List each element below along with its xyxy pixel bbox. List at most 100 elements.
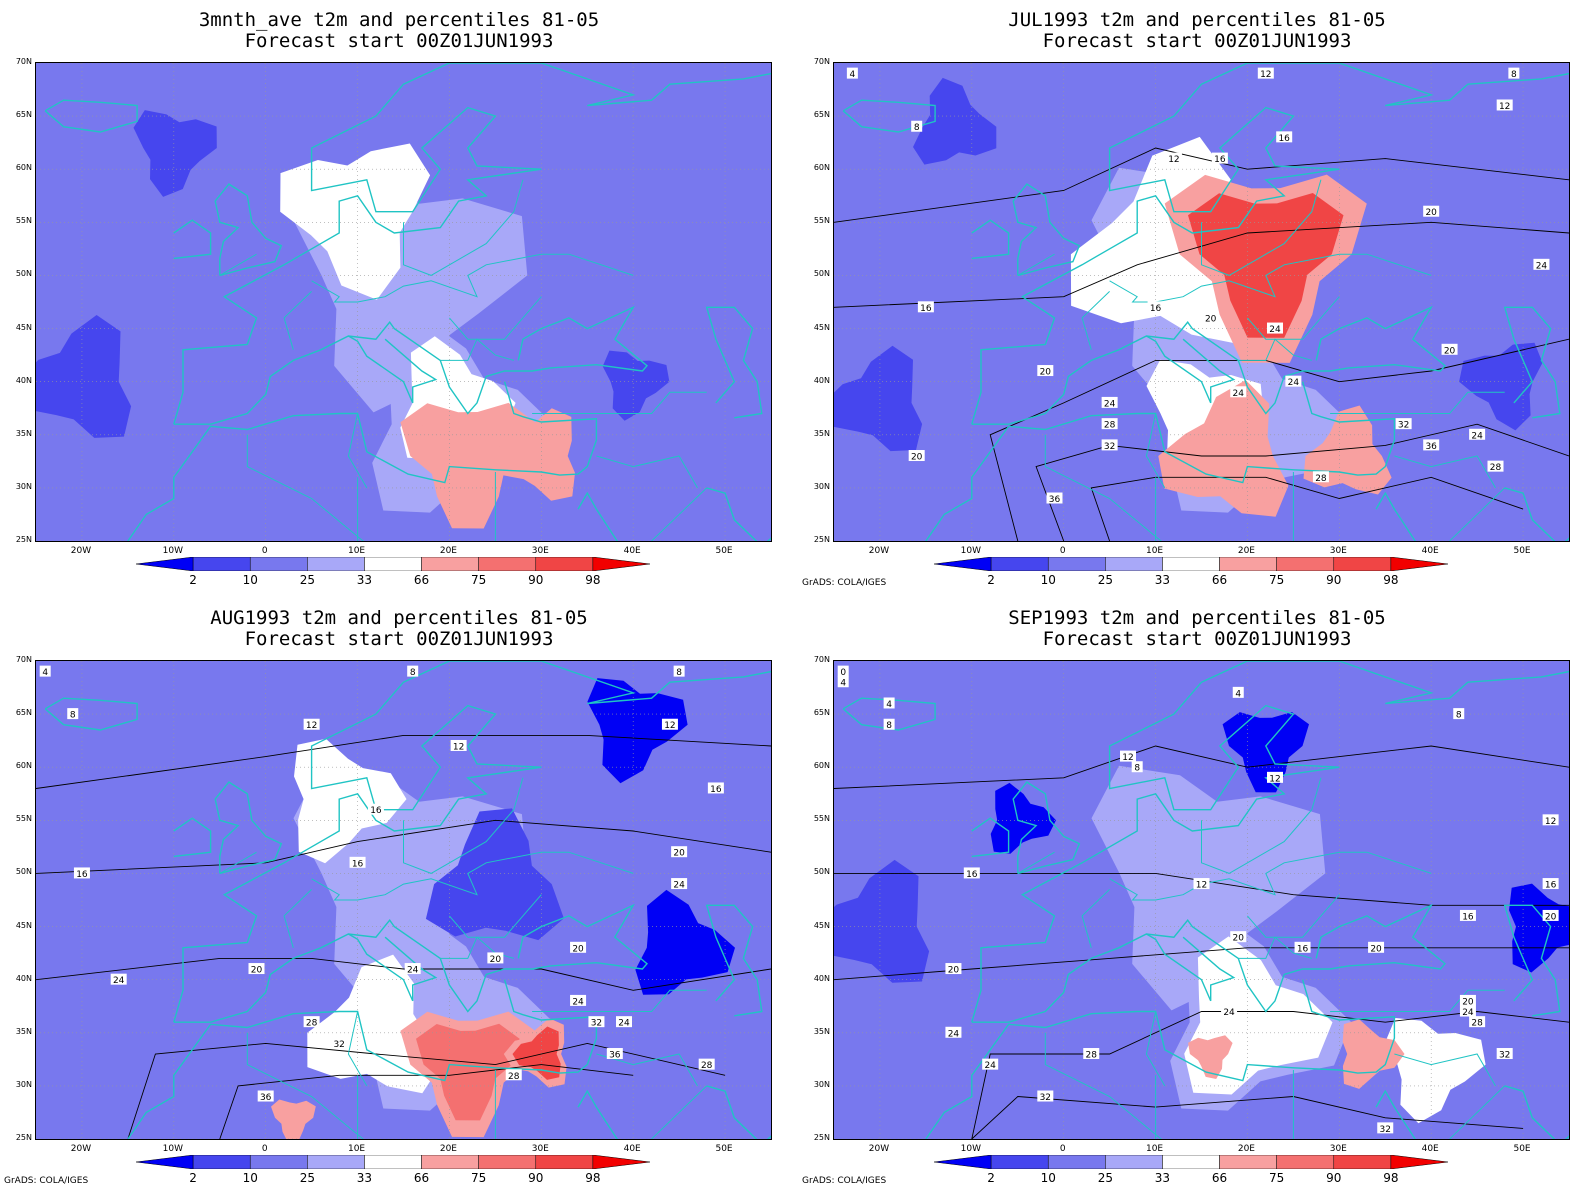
grads-credit: GrADS: COLA/IGES: [802, 1176, 887, 1186]
percentile-map: 4 8 12 8 12 16 12 16 20 24 16 16 20 24 20 20 24 24 24 28 32 3…: [834, 63, 1569, 541]
coastline: [925, 381, 1396, 541]
lat-tick-label: 70N: [15, 57, 32, 66]
contour-label: 12: [1120, 750, 1136, 763]
country-border: [219, 253, 257, 276]
colorbar-label: 90: [528, 1171, 544, 1185]
colorbar-label: 90: [1326, 1171, 1342, 1185]
contour-label: 20: [1368, 941, 1385, 954]
country-border: [1081, 889, 1110, 948]
lat-tick-label: 60N: [813, 163, 830, 173]
isotherm-line: [834, 147, 1569, 223]
svg-text:4: 4: [840, 679, 846, 689]
lat-tick-label: 55N: [813, 216, 830, 226]
coastline: [971, 63, 1569, 425]
country-border: [1247, 894, 1340, 938]
country-border: [311, 253, 634, 303]
svg-text:24: 24: [618, 1019, 630, 1029]
coastline: [44, 697, 138, 731]
svg-text:16: 16: [710, 785, 722, 795]
isotherm-line: [36, 957, 771, 991]
coastline: [1375, 1089, 1416, 1139]
lon-tick-label: 10W: [162, 1144, 183, 1154]
coastline: [971, 817, 1010, 858]
colorbar-label: 25: [1097, 1171, 1113, 1185]
coastline: [971, 661, 1569, 1023]
map-area: [35, 62, 772, 542]
svg-text:28: 28: [1104, 421, 1116, 431]
lon-tick-label: 40E: [623, 1144, 641, 1154]
contour-label: 12: [303, 718, 320, 731]
panel-jul1993: JUL1993 t2m and percentiles 81-05 Foreca…: [798, 0, 1596, 598]
field-cold: [36, 315, 132, 438]
lat-tick-label: 60N: [813, 761, 830, 771]
country-border: [1247, 296, 1340, 340]
colorbar-label: 10: [242, 1171, 258, 1185]
field-normal: [294, 738, 407, 864]
contour-label: 20: [908, 450, 925, 463]
lon-tick-label: 10E: [1145, 1144, 1164, 1154]
coastline: [1012, 781, 1081, 875]
contour-label: 16: [1211, 152, 1228, 165]
colorbar-label: 25: [1097, 573, 1113, 587]
svg-text:12: 12: [1545, 817, 1556, 827]
colorbar-label: 2: [189, 1171, 197, 1185]
lon-tick-label: 50E: [1513, 1144, 1531, 1154]
lon-tick-label: 30E: [1329, 546, 1347, 556]
coastline: [127, 979, 598, 1139]
panel-3mnth-ave: 3mnth_ave t2m and percentiles 81-05 Fore…: [0, 0, 798, 598]
svg-text:16: 16: [1150, 304, 1162, 314]
svg-text:8: 8: [1511, 70, 1517, 80]
svg-text:20: 20: [673, 849, 685, 859]
colorbar-label: 2: [189, 573, 197, 587]
country-border: [1017, 253, 1055, 276]
svg-text:24: 24: [113, 976, 125, 986]
lat-tick-label: 60N: [15, 163, 32, 173]
colorbar-segment: [934, 557, 992, 571]
coastline: [173, 305, 648, 425]
contour-label: 4: [1232, 686, 1244, 699]
field-warm: [416, 1023, 520, 1121]
contour-label: 20: [1423, 205, 1440, 218]
contour-label: 20: [1459, 994, 1476, 1007]
svg-text:16: 16: [1545, 881, 1557, 891]
contour-label: 28: [1101, 418, 1118, 431]
contour-label: 0: [837, 665, 849, 678]
contour-label: 12: [1542, 814, 1559, 827]
lon-tick-label: 30E: [531, 546, 549, 556]
contour-label: 16: [707, 782, 724, 795]
contour-label: 24: [671, 878, 688, 891]
country-border: [449, 894, 542, 938]
field-cold: [834, 859, 930, 983]
colorbar-label: 10: [242, 573, 258, 587]
svg-text:12: 12: [1168, 155, 1179, 165]
svg-text:4: 4: [1235, 689, 1241, 699]
svg-text:20: 20: [1370, 944, 1382, 954]
contour-label: 24: [1101, 396, 1118, 409]
contour-label: 16: [963, 867, 980, 880]
contour-label: 28: [303, 1016, 320, 1029]
colorbar-label: 2: [987, 573, 995, 587]
svg-text:32: 32: [1040, 1093, 1051, 1103]
svg-text:24: 24: [1288, 378, 1300, 388]
svg-text:24: 24: [1104, 399, 1116, 409]
lat-tick-label: 65N: [813, 110, 830, 120]
colorbar-segment: [1390, 557, 1448, 571]
panel-subtitle: Forecast start 00Z01JUN1993: [1042, 628, 1352, 650]
lon-tick-label: 0: [1059, 546, 1066, 556]
lat-tick-label: 40N: [813, 973, 830, 983]
coastline: [127, 381, 598, 541]
contour-label: 8: [407, 665, 419, 678]
lon-tick-label: 30E: [531, 1144, 549, 1154]
svg-text:28: 28: [1490, 463, 1502, 473]
country-border: [403, 179, 524, 276]
colorbar-segment: [1219, 557, 1277, 571]
lat-tick-label: 65N: [15, 110, 32, 120]
lon-tick-label: 20E: [1237, 1144, 1255, 1154]
colorbar-label: 25: [299, 573, 315, 587]
isotherm-line: [834, 872, 1569, 906]
lon-tick-label: 10W: [960, 546, 981, 556]
country-border: [1044, 1032, 1162, 1139]
panel-aug1993: AUG1993 t2m and percentiles 81-05 Foreca…: [0, 598, 798, 1196]
map-area: 4 8 12 8 12 16 12 16 20 24 16 16 20 24 20 20 24 24 24 28 32 3…: [833, 62, 1570, 542]
colorbar-label: 75: [1269, 573, 1285, 587]
